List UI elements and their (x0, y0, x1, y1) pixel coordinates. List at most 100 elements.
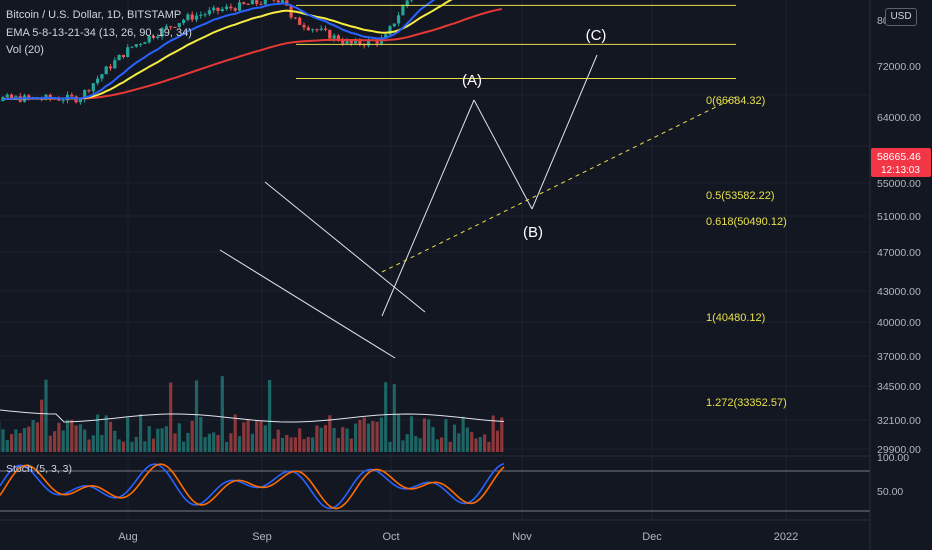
volume-bar (186, 432, 190, 452)
stoch-legend[interactable]: Stoch (5, 3, 3) (6, 463, 72, 475)
volume-bar (104, 415, 108, 452)
candle-body (61, 100, 65, 102)
fibonacci-levels[interactable] (296, 0, 736, 80)
volume-bar (298, 428, 302, 452)
candle-body (78, 99, 82, 103)
volume-bar (366, 423, 371, 452)
candle-body (263, 0, 267, 5)
candle-body (405, 0, 409, 7)
candle-body (242, 2, 246, 4)
volume-bar (5, 440, 9, 452)
candle-body (354, 39, 358, 44)
candle-body (246, 3, 250, 5)
volume-bar (242, 422, 246, 452)
volume-bar (397, 414, 401, 452)
candle-body (83, 90, 87, 100)
candle-body (358, 39, 362, 45)
candle-body (392, 23, 396, 27)
time-tick: Aug (118, 531, 138, 543)
volume-bar (495, 430, 500, 452)
channel-lower-line (219, 249, 396, 359)
volume-bar (276, 429, 280, 452)
price-tick: 32100.00 (877, 415, 921, 427)
volume-bar (70, 419, 74, 452)
candle-body (397, 15, 401, 24)
volume-bar (465, 427, 469, 452)
candle-body (220, 9, 224, 11)
volume-bar (371, 420, 375, 452)
candle-body (27, 95, 31, 98)
candle-body (229, 6, 233, 9)
drawings[interactable] (0, 0, 870, 359)
wave-c-label[interactable]: (C) (586, 27, 607, 44)
candle-body (349, 40, 353, 44)
volume-bar (268, 379, 272, 452)
candle-body (388, 26, 392, 35)
candle-body (194, 15, 199, 20)
candle-body (384, 34, 388, 39)
candle-body (130, 46, 134, 48)
candle-body (293, 17, 297, 19)
volume-bar (35, 422, 39, 452)
candle-body (104, 66, 108, 75)
symbol-title[interactable]: Bitcoin / U.S. Dollar, 1D, BITSTAMP (6, 9, 182, 21)
volume-bar (414, 436, 418, 452)
candle-body (336, 35, 340, 41)
wave-b-label[interactable]: (B) (523, 224, 543, 241)
volume-bar (289, 437, 293, 452)
candle-body (108, 66, 113, 69)
candle-body (91, 83, 95, 92)
volume-bar (405, 434, 409, 452)
price-tick-top: 80 (877, 15, 889, 27)
volume-bar (448, 441, 452, 452)
volume-bar (53, 431, 57, 452)
volume-bar (113, 430, 117, 452)
volume-bar (203, 437, 207, 452)
current-price-value: 58665.46 (877, 151, 921, 163)
candle-body (121, 54, 125, 58)
volume-bar (272, 438, 276, 452)
wave-a-label[interactable]: (A) (462, 72, 482, 89)
candle-body (190, 14, 194, 20)
price-axis[interactable]: 80 72000.00 64000.00 55000.00 51000.00 4… (877, 15, 921, 456)
candle-body (362, 44, 366, 46)
candle-body (177, 23, 181, 27)
candle-body (272, 0, 276, 1)
volume-bar (431, 427, 435, 452)
price-tick: 64000.00 (877, 112, 921, 124)
volume-bar (491, 415, 495, 452)
ema-legend[interactable]: EMA 5-8-13-21-34 (13, 26, 90, 19, 34) (6, 27, 192, 39)
volume-bar (74, 425, 78, 452)
candle-body (302, 24, 306, 28)
volume-bar (143, 441, 147, 452)
candle-body (48, 94, 52, 99)
price-tick: 40000.00 (877, 317, 921, 329)
volume-bar (108, 421, 113, 452)
volume-bar (255, 420, 259, 452)
candle-body (216, 7, 220, 11)
volume-bar (246, 419, 250, 452)
candle-body (14, 96, 18, 99)
candle-body (186, 14, 190, 20)
volume-bar (319, 427, 323, 452)
grid (0, 0, 870, 520)
volume-bar (263, 425, 267, 452)
candle-body (276, 0, 280, 3)
candle-body (341, 40, 345, 44)
volume-bar (126, 417, 130, 452)
volume-bar (470, 432, 474, 452)
volume-bar (379, 417, 383, 452)
currency-button[interactable]: USD (885, 8, 917, 26)
volume-bar (384, 382, 388, 452)
volume-legend[interactable]: Vol (20) (6, 44, 44, 56)
time-tick: Oct (382, 531, 399, 543)
volume-bar (96, 414, 100, 452)
volume-bar (483, 434, 487, 452)
candle-body (113, 60, 117, 69)
time-axis[interactable]: Aug Sep Oct Nov Dec 2022 (118, 531, 798, 543)
volume-bar (87, 439, 91, 452)
volume-bar (182, 441, 186, 452)
volume-bar (199, 416, 203, 452)
volume-bar (461, 416, 465, 452)
